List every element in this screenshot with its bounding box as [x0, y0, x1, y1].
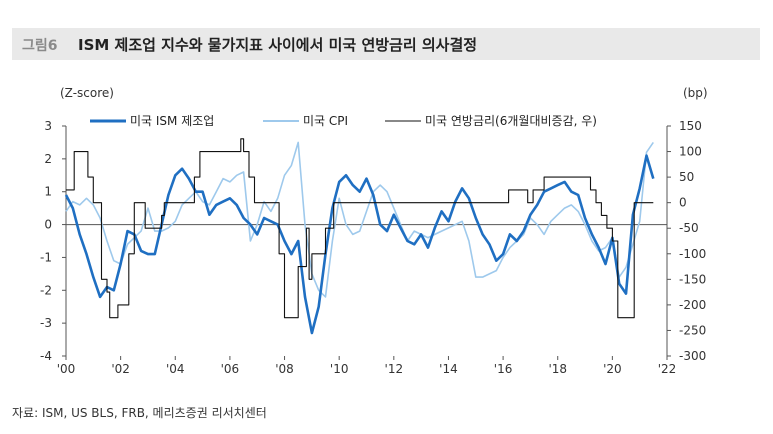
right-tick-label: -200 [679, 298, 706, 312]
legend-label: 미국 연방금리(6개월대비증감, 우) [425, 114, 597, 128]
x-tick-label: '12 [385, 362, 404, 376]
x-tick-label: '14 [439, 362, 458, 376]
left-tick-label: -2 [40, 283, 52, 297]
x-tick-label: '04 [166, 362, 185, 376]
right-tick-label: -50 [679, 221, 699, 235]
x-tick-label: '08 [275, 362, 294, 376]
x-tick-label: '22 [658, 362, 677, 376]
chart-title: ISM 제조업 지수와 물가지표 사이에서 미국 연방금리 의사결정 [78, 36, 478, 54]
right-tick-label: 50 [679, 170, 694, 184]
right-axis-unit: (bp) [683, 86, 708, 100]
title-bar: 그림6 ISM 제조업 지수와 물가지표 사이에서 미국 연방금리 의사결정 [12, 28, 760, 60]
x-tick-label: '18 [548, 362, 567, 376]
series-group [64, 138, 655, 335]
left-tick-label: -3 [40, 316, 52, 330]
x-tick-label: '10 [330, 362, 349, 376]
x-tick-label: '06 [221, 362, 240, 376]
right-tick-label: -250 [679, 323, 706, 337]
x-tick-label: '00 [57, 362, 76, 376]
right-tick-label: -150 [679, 272, 706, 286]
legend-label: 미국 CPI [303, 114, 348, 128]
right-tick-label: 0 [679, 196, 687, 210]
figure-number: 그림6 [22, 38, 58, 54]
left-tick-label: 0 [44, 218, 52, 232]
left-tick-label: 2 [44, 152, 52, 166]
left-axis-unit: (Z-score) [60, 86, 114, 100]
x-tick-label: '02 [111, 362, 130, 376]
left-tick-label: -1 [40, 250, 52, 264]
right-tick-label: 150 [679, 119, 702, 133]
legend-label: 미국 ISM 제조업 [130, 114, 214, 128]
left-tick-label: 1 [44, 185, 52, 199]
right-tick-label: -100 [679, 247, 706, 261]
series-line [65, 141, 654, 298]
legend: 미국 ISM 제조업 미국 CPI 미국 연방금리(6개월대비증감, 우) [90, 114, 597, 128]
x-tick-label: '16 [494, 362, 513, 376]
series-line [66, 138, 654, 319]
source-note: 자료: ISM, US BLS, FRB, 메리츠증권 리서치센터 [12, 406, 267, 420]
right-tick-label: 100 [679, 145, 702, 159]
right-tick-label: -300 [679, 349, 706, 363]
series-line [64, 154, 655, 335]
left-tick-label: -4 [40, 349, 52, 363]
left-tick-label: 3 [44, 119, 52, 133]
x-tick-label: '20 [603, 362, 622, 376]
axes: 3 2 1 0 -1 -2 -3 -4 150 100 50 0 -50 -100 -150 -200 -250… [40, 119, 706, 376]
